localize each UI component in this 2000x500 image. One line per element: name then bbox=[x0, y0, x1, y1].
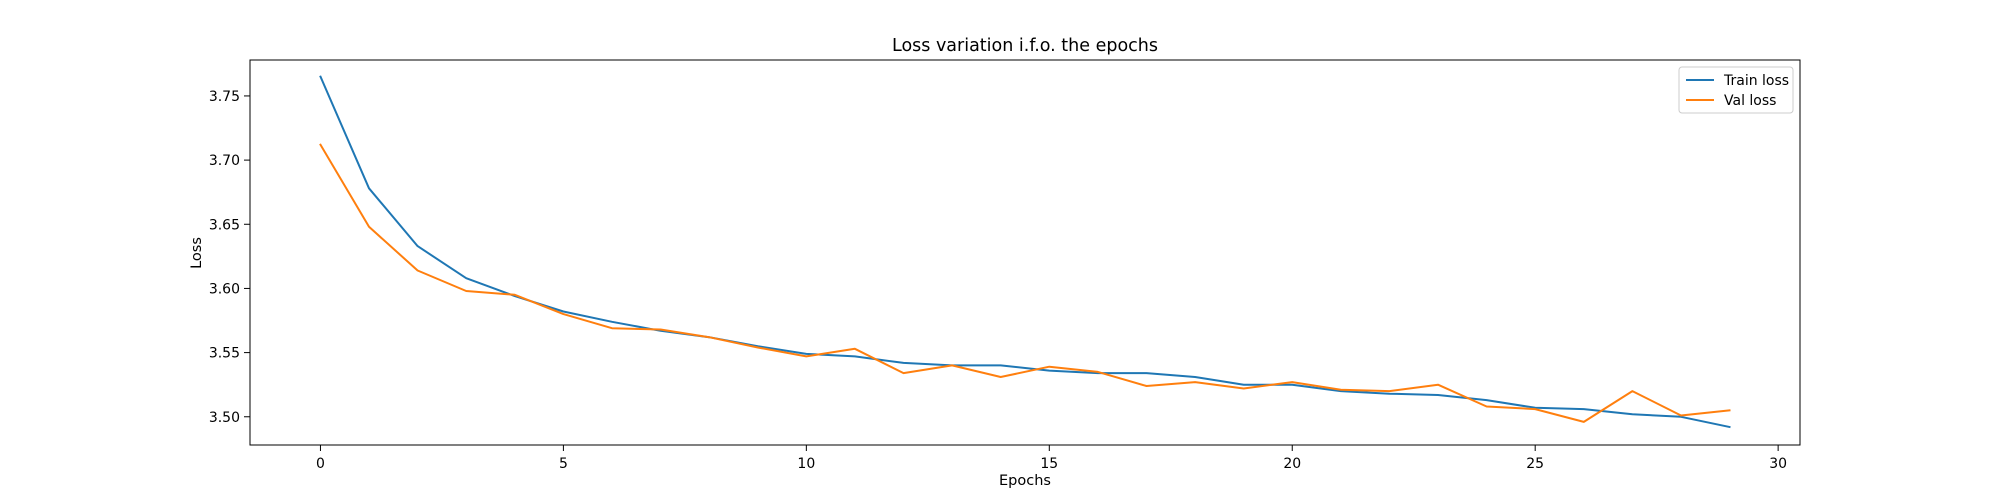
y-tick-label: 3.50 bbox=[209, 410, 240, 426]
series-line-train-loss bbox=[319, 75, 1731, 429]
x-tick-label: 15 bbox=[1040, 456, 1058, 472]
y-tick-label: 3.75 bbox=[209, 89, 240, 105]
chart-title: Loss variation i.f.o. the epochs bbox=[892, 36, 1158, 56]
plot-frame bbox=[249, 59, 1801, 446]
y-tick-label: 3.60 bbox=[209, 281, 240, 297]
x-tick-label: 0 bbox=[316, 456, 325, 472]
series-line-val-loss bbox=[319, 143, 1731, 423]
x-tick-label: 5 bbox=[559, 456, 568, 472]
legend-label: Val loss bbox=[1724, 93, 1776, 109]
y-tick-label: 3.70 bbox=[209, 153, 240, 169]
x-tick-label: 30 bbox=[1769, 456, 1787, 472]
y-tick-label: 3.55 bbox=[209, 346, 240, 362]
legend-label: Train loss bbox=[1723, 73, 1789, 89]
x-tick-label: 25 bbox=[1526, 456, 1544, 472]
x-axis-title: Epochs bbox=[999, 473, 1051, 489]
series-layer bbox=[319, 75, 1731, 429]
x-axis: 0 5 10 15 20 25 30 bbox=[316, 445, 1787, 472]
legend: Train loss Val loss bbox=[1678, 66, 1794, 114]
y-axis: 3.50 3.55 3.60 3.65 3.70 3.75 bbox=[209, 89, 250, 426]
legend-box bbox=[1678, 66, 1794, 114]
x-tick-label: 20 bbox=[1283, 456, 1301, 472]
plot-area bbox=[250, 60, 1800, 445]
y-tick-label: 3.65 bbox=[209, 217, 240, 233]
y-axis-title: Loss bbox=[189, 237, 205, 269]
x-tick-label: 10 bbox=[797, 456, 815, 472]
